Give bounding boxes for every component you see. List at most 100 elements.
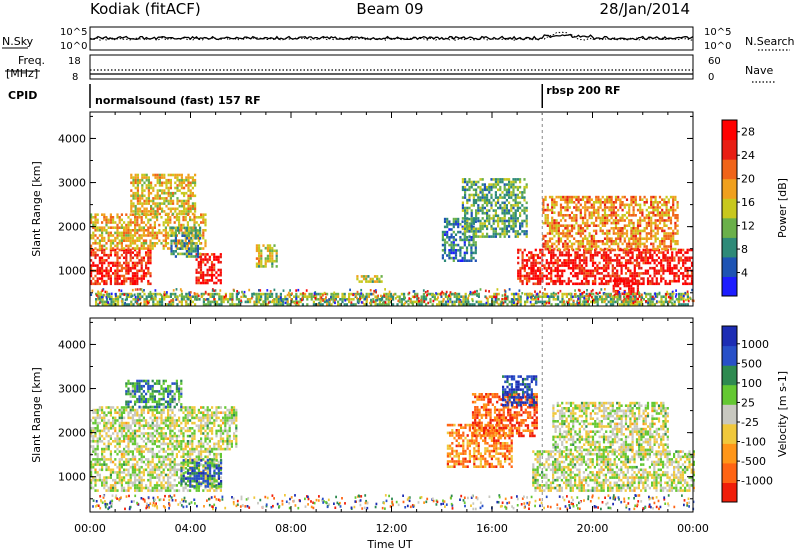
noise-right-tick-top: 10^5 [704,27,731,38]
colorbar-swatch [722,120,737,141]
colorbar-tick-label: 100 [741,377,762,390]
ytick-label: 1000 [58,265,86,278]
power-panel [89,111,740,307]
freq-unit-label: [MHz] [6,67,38,80]
power-region-9 [612,279,639,303]
colorbar-swatch [722,404,737,425]
velocity-region-6 [532,450,695,492]
nsearch-trace [89,31,694,41]
power-region-4 [170,226,202,258]
nsky-label: N.Sky [2,35,34,48]
velocity-cells [90,375,695,511]
xtick-label: 08:00 [275,522,307,535]
station-title: Kodiak (fitACF) [90,0,201,18]
ylabel: Slant Range [km] [30,161,43,257]
colorbar-swatch [722,423,737,444]
power-colorbar [721,119,740,297]
power-region-11 [255,244,278,268]
colorbar-swatch [722,198,737,219]
colorbar-tick-label: 28 [741,126,755,139]
power-region-0 [90,248,152,286]
freq-left-tick-bottom: 8 [72,72,78,83]
xlabel: Time UT [366,538,412,551]
velocity-region-1 [90,406,238,451]
xtick-label: 20:00 [577,522,609,535]
power-region-7 [517,248,694,286]
power-region-2 [130,173,197,216]
colorbar-tick-label: 1000 [741,338,769,351]
velocity-region-3 [125,379,183,409]
colorbar-swatch [722,139,737,160]
colorbar-tick-label: -500 [741,455,766,468]
colorbar-label: Velocity [m s-1] [776,371,789,457]
colorbar-tick-label: 24 [741,149,755,162]
ytick-label: 2000 [58,427,86,440]
velocity-region-5 [471,393,538,438]
noise-left-tick-top: 10^5 [60,27,87,38]
colorbar-label: Power [dB] [776,178,789,238]
nave-label: Nave [745,64,773,77]
colorbar-tick-label: -1000 [741,475,773,488]
xtick-label: 04:00 [175,522,207,535]
power-region-8 [542,195,679,251]
freq-left-tick-top: 18 [68,56,81,67]
colorbar-swatch [722,159,737,180]
colorbar-tick-label: -25 [741,416,759,429]
colorbar-swatch [722,217,737,238]
colorbar-tick-label: 16 [741,196,755,209]
colorbar-tick-label: 12 [741,220,755,233]
colorbar-swatch [722,443,737,464]
ytick-label: 1000 [58,471,86,484]
noise-right-tick-bottom: 10^0 [704,41,731,52]
velocity-region-2 [180,459,223,488]
cpid-label: CPID [8,89,37,102]
colorbar-swatch [722,237,737,258]
cpid-segment-rbsp: rbsp 200 RF [546,84,620,97]
xtick-label: 12:00 [376,522,408,535]
colorbar-tick-label: -100 [741,436,766,449]
colorbar-tick-label: 20 [741,173,755,186]
freq-panel [89,54,694,80]
velocity-region-8 [502,375,538,407]
freq-right-tick-top: 60 [708,56,721,67]
colorbar-swatch [722,276,737,297]
power-region-3 [195,253,222,285]
nsearch-label: N.Search [745,35,795,48]
colorbar-swatch [722,482,737,503]
velocity-panel [89,317,740,513]
colorbar-swatch [722,345,737,366]
cpid-segment-normalsound: normalsound (fast) 157 RF [95,94,261,107]
colorbar-swatch [722,326,737,347]
xtick-label: 00:00 [677,522,709,535]
velocity-colorbar [721,325,740,503]
noise-left-tick-bottom: 10^0 [60,41,87,52]
colorbar-swatch [722,178,737,199]
colorbar-tick-label: 8 [741,243,748,256]
ytick-label: 3000 [58,177,86,190]
beam-title: Beam 09 [356,0,423,18]
velocity-region-0 [90,450,222,492]
date-title: 28/Jan/2014 [600,0,691,18]
colorbar-tick-label: 4 [741,267,748,280]
colorbar-swatch [722,384,737,405]
power-region-12 [356,275,383,283]
colorbar-swatch [722,256,737,277]
xtick-label: 16:00 [476,522,508,535]
ytick-label: 4000 [58,132,86,145]
freq-label: Freq. [18,54,45,67]
ytick-label: 2000 [58,221,86,234]
freq-right-tick-bottom: 0 [708,72,714,83]
power-region-6 [461,178,528,238]
ytick-label: 4000 [58,338,86,351]
power-cells [90,173,695,306]
colorbar-tick-label: 25 [741,396,755,409]
ylabel: Slant Range [km] [30,367,43,463]
xtick-label: 00:00 [74,522,106,535]
ytick-label: 3000 [58,383,86,396]
colorbar-tick-label: 500 [741,357,762,370]
colorbar-swatch [722,462,737,483]
noise-panel [89,26,694,51]
velocity-region-7 [552,401,669,452]
colorbar-swatch [722,365,737,386]
